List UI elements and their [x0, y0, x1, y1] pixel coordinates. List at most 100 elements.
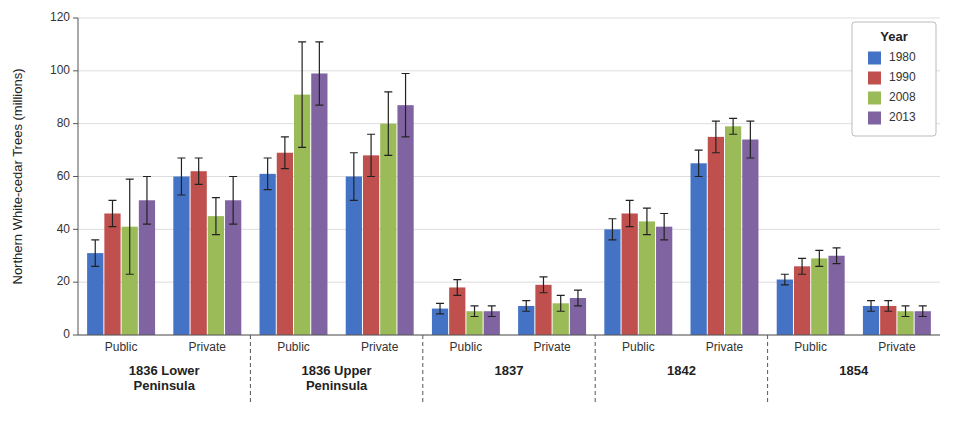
y-axis-line: [78, 18, 79, 335]
error-bar: [471, 306, 479, 317]
section-label: 1837: [495, 363, 524, 378]
series: [87, 163, 879, 335]
error-bar: [902, 306, 910, 317]
error-bar: [884, 301, 892, 312]
error-bar: [798, 258, 806, 274]
error-bar: [488, 306, 496, 317]
x-tick-label: Public: [105, 340, 138, 354]
plot-area: [87, 42, 931, 335]
bar: [363, 155, 379, 335]
y-tick-label: 100: [50, 63, 70, 77]
bar: [639, 221, 655, 335]
error-bar: [126, 179, 134, 274]
legend-label: 2008: [889, 90, 916, 104]
legend-label: 1980: [889, 50, 916, 64]
x-tick-label: Private: [878, 340, 916, 354]
error-bar: [350, 153, 358, 201]
bar: [742, 140, 758, 335]
y-tick: [73, 229, 78, 230]
bar: [277, 153, 293, 335]
series: [139, 73, 931, 335]
x-tick-label: Private: [361, 340, 399, 354]
legend-box: [852, 22, 936, 136]
y-tick-label: 40: [57, 222, 71, 236]
error-bar: [91, 240, 99, 266]
bar: [725, 126, 741, 335]
y-tick: [73, 335, 78, 336]
section-label: 1854: [839, 363, 869, 378]
y-tick-label: 80: [57, 116, 71, 130]
legend: Year1980199020082013: [852, 22, 936, 136]
y-tick-label: 120: [50, 10, 70, 24]
bar: [656, 227, 672, 335]
sections: 1836 LowerPeninsula1836 UpperPeninsula18…: [129, 335, 869, 405]
section-divider: [250, 335, 251, 405]
x-tick-label: Private: [533, 340, 571, 354]
error-bar: [281, 137, 289, 169]
y-tick: [73, 70, 78, 71]
error-bar: [298, 42, 306, 148]
error-bar: [626, 200, 634, 226]
grid-line: [78, 176, 940, 177]
error-bars: [126, 42, 910, 317]
error-bar: [367, 134, 375, 176]
legend-swatch: [868, 52, 881, 65]
series: [122, 95, 914, 335]
error-bar: [108, 200, 116, 226]
y-axis-label: Northern White-cedar Trees (millions): [10, 68, 25, 284]
y-tick-label: 0: [63, 327, 70, 341]
error-bar: [143, 177, 151, 225]
legend-swatch: [868, 72, 881, 85]
bar: [191, 171, 207, 335]
x-tick-label: Public: [450, 340, 483, 354]
y-tick: [73, 282, 78, 283]
bar: [777, 280, 793, 335]
error-bar: [746, 121, 754, 158]
error-bar: [453, 280, 461, 296]
error-bar: [867, 301, 875, 312]
error-bar: [212, 198, 220, 235]
bar: [691, 163, 707, 335]
legend-swatch: [868, 92, 881, 105]
error-bar: [315, 42, 323, 105]
x-tick-label: Public: [622, 340, 655, 354]
section-label: 1842: [667, 363, 696, 378]
section-divider: [595, 335, 596, 405]
section-divider: [767, 335, 768, 405]
x-tick-label: Public: [794, 340, 827, 354]
legend-swatch: [868, 112, 881, 125]
error-bar: [436, 303, 444, 314]
bar: [811, 258, 827, 335]
error-bar: [177, 158, 185, 195]
error-bar: [539, 277, 547, 293]
y-tick: [73, 123, 78, 124]
error-bars: [143, 42, 927, 317]
chart: 020406080100120Northern White-cedar Tree…: [0, 0, 960, 421]
error-bar: [712, 121, 720, 153]
error-bar: [195, 158, 203, 184]
y-axis: 020406080100120: [50, 10, 78, 341]
error-bar: [643, 208, 651, 234]
error-bar: [264, 158, 272, 190]
bar: [173, 177, 189, 336]
y-tick-label: 60: [57, 169, 71, 183]
x-tick-label: Private: [706, 340, 744, 354]
grid-line: [78, 282, 940, 283]
bar: [604, 229, 620, 335]
legend-label: 1990: [889, 70, 916, 84]
grid-line: [78, 335, 940, 336]
error-bar: [660, 213, 668, 239]
error-bar: [608, 219, 616, 240]
section-label: 1836 UpperPeninsula: [302, 363, 372, 393]
legend-title: Year: [880, 29, 907, 44]
section-divider: [422, 335, 423, 405]
error-bar: [522, 301, 530, 312]
grid-line: [78, 70, 940, 71]
grid: [78, 18, 940, 335]
grid-line: [78, 18, 940, 19]
x-tick-label: Public: [277, 340, 310, 354]
bar: [104, 213, 120, 335]
error-bar: [557, 295, 565, 311]
grid-line: [78, 123, 940, 124]
x-axis: Public Private Public Private Public Private P…: [78, 335, 940, 354]
